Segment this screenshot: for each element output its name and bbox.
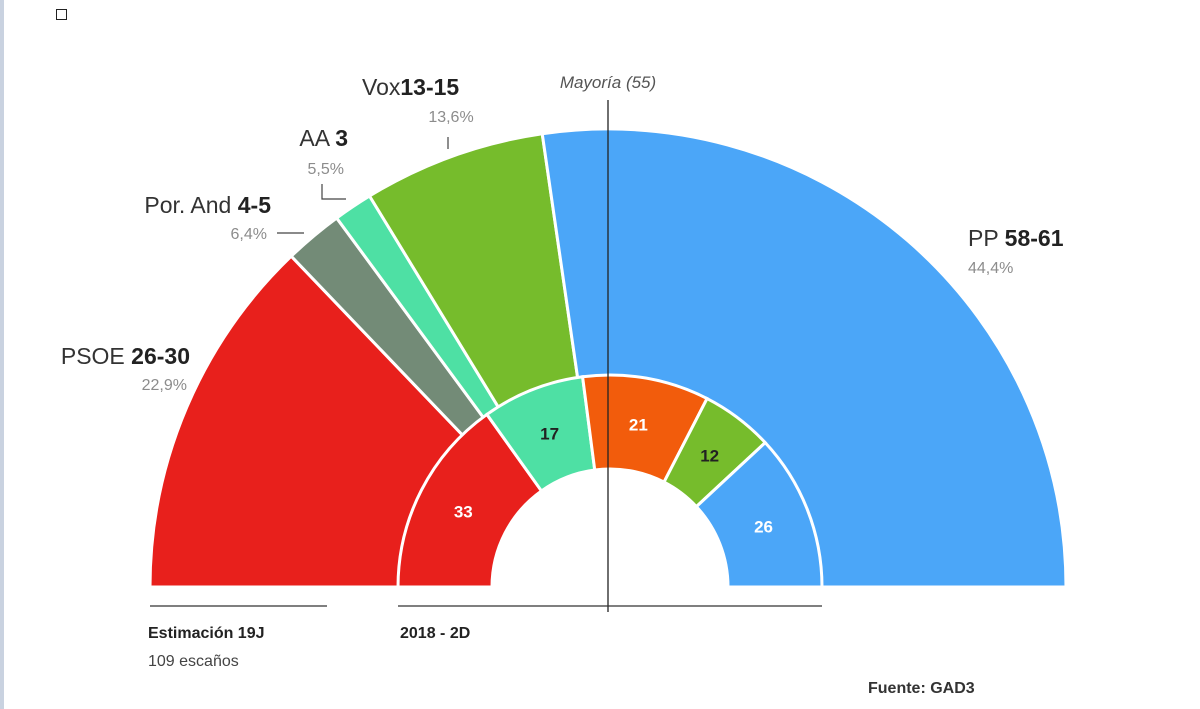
svg-text:AA 3: AA 3	[299, 125, 348, 151]
party-label-poran: Por. And 4-5 6,4%	[144, 192, 304, 243]
seat-count-label: 17	[540, 424, 559, 443]
seat-count-label: 12	[700, 446, 719, 465]
left-edge-strip	[0, 0, 4, 709]
svg-text:PSOE 26-30: PSOE 26-30	[61, 343, 190, 369]
party-pct: 22,9%	[142, 377, 187, 394]
inner-seat-labels: 33 17 21 12 26	[454, 415, 773, 536]
party-name: PP	[968, 225, 998, 251]
estimate-title: Estimación 19J	[148, 625, 265, 642]
majority-label: Mayoría (55)	[560, 73, 656, 92]
seat-count-label: 26	[754, 518, 773, 537]
seat-count-label: 33	[454, 502, 473, 521]
seat-count-label: 21	[629, 415, 648, 434]
party-label-vox: Vox13-15 13,6%	[362, 74, 474, 149]
leader-line	[321, 184, 346, 200]
party-seats: 13-15	[400, 74, 459, 100]
party-name: Por. And	[144, 192, 231, 218]
party-name: PSOE	[61, 343, 125, 369]
result-2018-title: 2018 - 2D	[400, 625, 470, 642]
party-seats: 26-30	[131, 343, 190, 369]
party-pct: 13,6%	[428, 109, 473, 126]
party-label-aa: AA 3 5,5%	[299, 125, 348, 200]
party-pct: 6,4%	[231, 226, 267, 243]
svg-text:Por. And 4-5: Por. And 4-5	[144, 192, 271, 218]
party-seats: 58-61	[1005, 225, 1064, 251]
party-seats: 3	[335, 125, 348, 151]
checkbox-icon	[56, 9, 67, 20]
party-seats: 4-5	[238, 192, 271, 218]
party-label-pp: PP 58-61 44,4%	[968, 225, 1064, 277]
party-name: AA	[299, 125, 330, 151]
party-pct: 44,4%	[968, 260, 1013, 277]
party-label-psoe: PSOE 26-30 22,9%	[61, 343, 190, 394]
party-pct: 5,5%	[308, 161, 344, 178]
source-label: Fuente: GAD3	[868, 680, 975, 697]
svg-text:PP 58-61: PP 58-61	[968, 225, 1064, 251]
estimate-subtitle: 109 escaños	[148, 653, 239, 670]
inner-arc-segments	[396, 373, 824, 589]
svg-text:Vox13-15: Vox13-15	[362, 74, 459, 100]
party-name: Vox	[362, 74, 401, 100]
arc-segment-pp	[694, 440, 824, 589]
